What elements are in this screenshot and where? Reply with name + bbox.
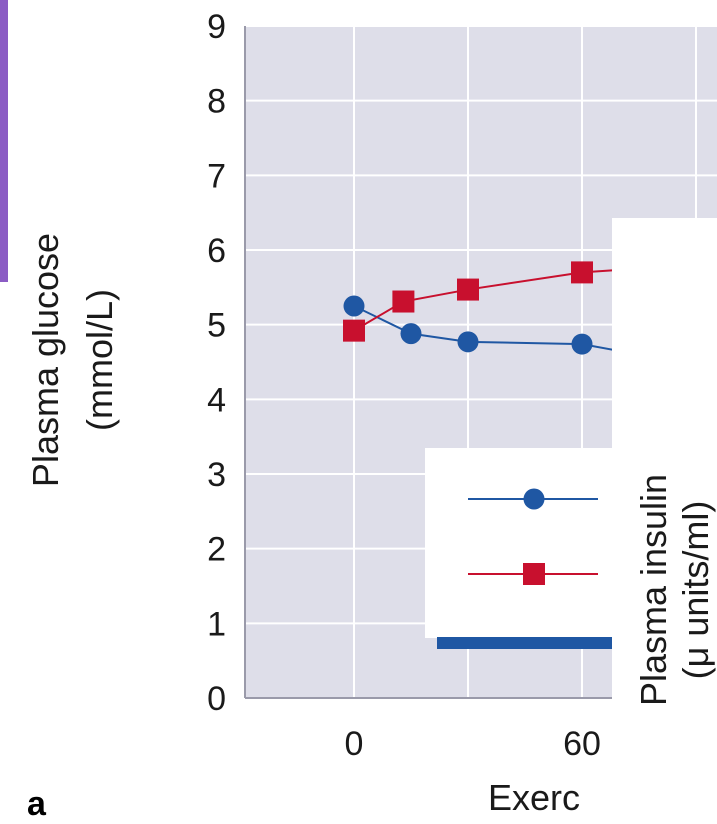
legend-marker-circle xyxy=(523,488,545,510)
accent-side-bar xyxy=(0,0,8,282)
panel-label: a xyxy=(27,785,47,823)
data-point-circle xyxy=(457,331,479,353)
data-series xyxy=(343,261,612,355)
data-point-square xyxy=(392,290,415,313)
overlay-panel-right-bg xyxy=(612,218,717,824)
data-point-square xyxy=(343,319,365,342)
y-tick-label: 9 xyxy=(207,8,226,46)
y-tick-label: 4 xyxy=(207,381,226,419)
overlay-panel-right: Plasma insulin (μ units/ml) xyxy=(612,218,717,824)
y-tick-label: 8 xyxy=(207,83,226,121)
y-axis-title-line1: Plasma glucose xyxy=(25,233,66,487)
y-tick-label: 5 xyxy=(207,307,226,345)
y-tick-label: 0 xyxy=(207,680,226,718)
data-point-circle xyxy=(343,295,365,317)
x-tick-labels: 0 60 xyxy=(345,725,601,763)
legend-box xyxy=(425,448,612,638)
data-point-circle xyxy=(571,333,593,355)
x-tick-label: 60 xyxy=(563,725,601,763)
y-tick-labels: 0 1 2 3 4 5 6 7 8 9 xyxy=(207,8,226,718)
data-point-square xyxy=(457,278,479,301)
x-axis-title: Exerc xyxy=(488,777,580,818)
y-tick-label: 3 xyxy=(207,456,226,494)
y-tick-label: 2 xyxy=(207,531,226,569)
legend-marker-square xyxy=(523,563,545,585)
y2-axis-title-line2: (μ units/ml) xyxy=(675,501,716,680)
y2-axis-title-line1: Plasma insulin xyxy=(633,474,674,706)
exercise-period-bar xyxy=(437,637,612,649)
y-tick-label: 6 xyxy=(207,232,226,270)
data-point-circle xyxy=(400,323,422,345)
data-point-square xyxy=(571,261,593,284)
x-tick-label: 0 xyxy=(345,725,364,763)
y-axis-title-line2: (mmol/L) xyxy=(79,289,120,431)
legend xyxy=(425,448,612,638)
y-tick-label: 7 xyxy=(207,157,226,195)
y-tick-label: 1 xyxy=(207,605,226,643)
